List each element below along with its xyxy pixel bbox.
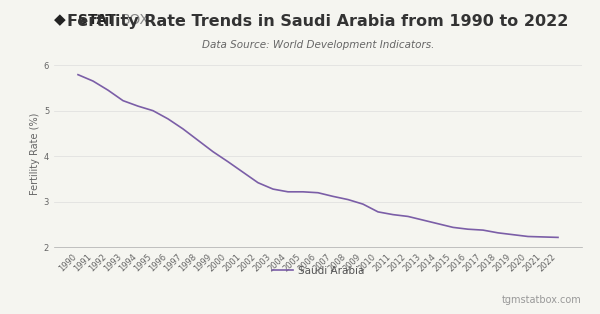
Text: ◆: ◆	[54, 12, 66, 27]
Text: BOX: BOX	[121, 13, 150, 27]
Legend: Saudi Arabia: Saudi Arabia	[268, 262, 368, 280]
Text: Fertility Rate Trends in Saudi Arabia from 1990 to 2022: Fertility Rate Trends in Saudi Arabia fr…	[67, 14, 569, 30]
Y-axis label: Fertility Rate (%): Fertility Rate (%)	[29, 113, 40, 195]
Text: STAT: STAT	[78, 13, 116, 27]
Text: tgmstatbox.com: tgmstatbox.com	[502, 295, 582, 305]
Text: Data Source: World Development Indicators.: Data Source: World Development Indicator…	[202, 40, 434, 50]
